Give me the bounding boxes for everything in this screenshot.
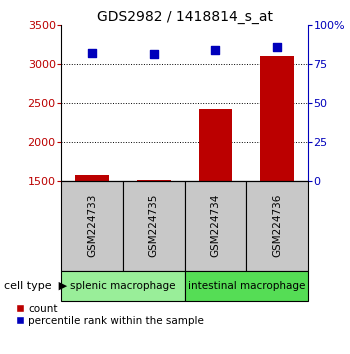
Text: splenic macrophage: splenic macrophage xyxy=(70,281,176,291)
Bar xyxy=(260,56,294,181)
Bar xyxy=(61,271,185,301)
Text: GSM224736: GSM224736 xyxy=(272,194,282,257)
Bar xyxy=(185,271,308,301)
Bar xyxy=(185,181,246,271)
Text: intestinal macrophage: intestinal macrophage xyxy=(188,281,305,291)
Point xyxy=(89,50,95,56)
Text: GSM224734: GSM224734 xyxy=(210,194,220,257)
Point xyxy=(274,44,280,50)
Text: GSM224733: GSM224733 xyxy=(87,194,97,257)
Text: cell type  ▶: cell type ▶ xyxy=(4,281,66,291)
Bar xyxy=(246,181,308,271)
Bar xyxy=(123,181,185,271)
Bar xyxy=(75,175,109,181)
Point xyxy=(213,47,218,52)
Title: GDS2982 / 1418814_s_at: GDS2982 / 1418814_s_at xyxy=(97,10,273,24)
Text: GSM224735: GSM224735 xyxy=(149,194,159,257)
Bar xyxy=(137,180,171,181)
Bar xyxy=(61,181,123,271)
Legend: count, percentile rank within the sample: count, percentile rank within the sample xyxy=(16,304,204,326)
Bar xyxy=(198,109,232,181)
Point xyxy=(151,52,156,57)
